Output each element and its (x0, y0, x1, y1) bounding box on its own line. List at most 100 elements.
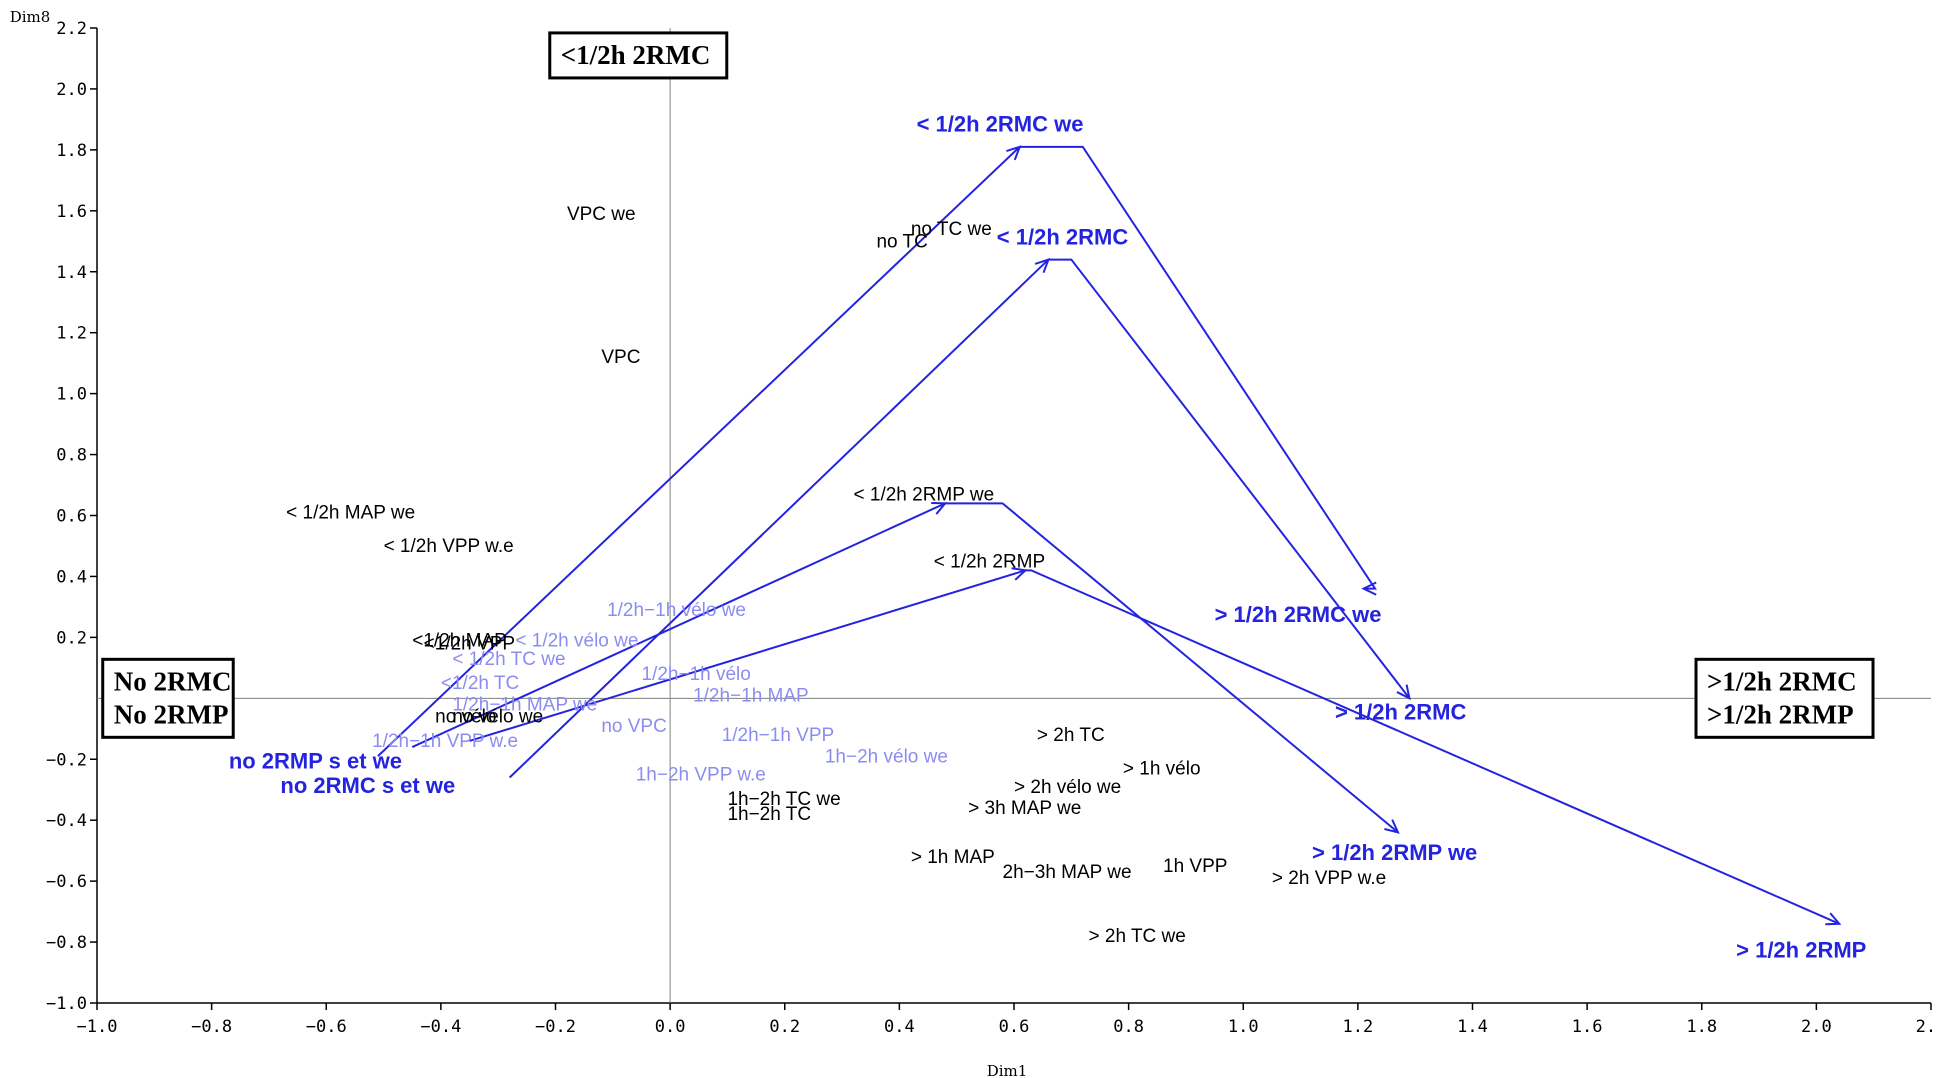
annotation-box: <1/2h 2RMC (548, 31, 729, 80)
y-axis-title: Dim8 (10, 8, 51, 26)
trajectory-line (377, 145, 1377, 757)
point-label: > 2h VPP w.e (1272, 868, 1386, 889)
point-label-supplementary: <1/2h TC (441, 673, 519, 694)
point-label-2rm: < 1/2h 2RMC we (917, 112, 1084, 137)
point-label-2rm: > 1/2h 2RMC (1335, 700, 1467, 725)
y-tick-label: −1.0 (46, 994, 87, 1014)
point-label: no TC (876, 231, 927, 252)
point-label: <1/2h MAP (412, 631, 507, 652)
x-axis-ticks: −1.0 −0.8 −0.6 −0.4 −0.2 0.0 0.2 0.4 0.6 0.8 1.0 1.… (77, 1003, 1937, 1037)
y-tick-label: −0.4 (46, 811, 87, 831)
trajectory-line (411, 502, 1399, 834)
annotation-box-text: >1/2h 2RMC (1707, 666, 1857, 696)
point-label-2rm: > 1/2h 2RMP we (1312, 840, 1477, 865)
point-label: VPC (601, 347, 640, 368)
x-tick-label: 0.4 (884, 1017, 915, 1037)
y-tick-label: 0.2 (56, 628, 87, 648)
point-label: > 3h MAP we (968, 798, 1081, 819)
trajectory-line (508, 258, 1411, 779)
x-tick-label: −0.8 (191, 1017, 232, 1037)
point-label-supplementary: 1/2h−1h MAP we (452, 695, 597, 716)
y-tick-label: 1.4 (56, 263, 87, 283)
annotation-box-text: No 2RMC (114, 666, 232, 696)
point-label: VPC we (567, 204, 636, 225)
y-tick-label: −0.8 (46, 933, 87, 953)
y-tick-label: 1.8 (56, 141, 87, 161)
y-axis-ticks: −1.0 −0.8 −0.6 −0.4 −0.2 0.2 0.4 0.6 0.8 1.0 1.2 1.… (46, 19, 97, 1014)
point-label-supplementary: < 1/2h vélo we (515, 631, 638, 652)
trajectory-arrows (377, 145, 1842, 926)
point-label-supplementary: 1h−2h vélo we (825, 746, 948, 767)
point-label: > 1h MAP (911, 847, 995, 868)
point-label: 2h−3h MAP we (1003, 862, 1132, 883)
y-tick-label: 0.6 (56, 507, 87, 527)
point-label: <1/2h VPP (424, 634, 515, 655)
x-tick-label: 2.0 (1801, 1017, 1832, 1037)
arrow-head (1011, 567, 1028, 581)
x-tick-label: 1.0 (1228, 1017, 1259, 1037)
annotation-box-border (1694, 657, 1875, 739)
point-label-2rm: no 2RMC s et we (280, 773, 455, 798)
point-label-supplementary: 1/2h−1h VPP w.e (372, 731, 518, 752)
point-label: > 2h TC (1037, 725, 1105, 746)
trajectory-line (469, 569, 1840, 925)
arrow-head (1006, 145, 1022, 161)
point-label: 1h−2h TC (727, 804, 811, 825)
x-tick-label: 2.2 (1916, 1017, 1937, 1037)
point-label: < 1/2h 2RMP we (854, 484, 995, 505)
y-tick-label: 2.0 (56, 80, 87, 100)
y-tick-label: 1.6 (56, 202, 87, 222)
annotation-box-text: <1/2h 2RMC (561, 40, 711, 70)
point-label-2rm: no 2RMP s et we (229, 748, 402, 773)
arrow-head (1384, 819, 1400, 834)
point-label-2rm: > 1/2h 2RMP (1736, 937, 1866, 962)
y-tick-label: 1.2 (56, 324, 87, 344)
annotation-box-border (101, 657, 235, 739)
annotation-box-text: No 2RMP (114, 699, 229, 729)
arrow-head (931, 502, 948, 515)
annotation-box: >1/2h 2RMC>1/2h 2RMP (1694, 657, 1875, 739)
point-label-supplementary: 1/2h−1h MAP (693, 685, 809, 706)
y-tick-label: 2.2 (56, 19, 87, 39)
point-label: no vélo we (452, 707, 543, 728)
point-label-2rm: < 1/2h 2RMC (997, 224, 1129, 249)
x-tick-label: 0.8 (1113, 1017, 1144, 1037)
point-label-2rm: > 1/2h 2RMC we (1215, 602, 1382, 627)
point-label: > 2h TC we (1089, 926, 1186, 947)
x-tick-label: 0.6 (999, 1017, 1030, 1037)
point-label: no TC we (911, 219, 992, 240)
arrow-head (1361, 581, 1377, 596)
point-labels: 1/2h−1h vélo we < 1/2h vélo we< 1/2h TC w… (229, 112, 1867, 963)
y-tick-label: 0.8 (56, 446, 87, 466)
point-label: 1h−2h TC we (727, 789, 840, 810)
y-tick-label: −0.6 (46, 872, 87, 892)
arrow-head (1034, 257, 1051, 274)
point-label: 1h VPP (1163, 856, 1227, 877)
x-tick-label: 0.0 (655, 1017, 686, 1037)
x-tick-label: −1.0 (77, 1017, 118, 1037)
y-tick-label: 0.4 (56, 567, 87, 587)
point-label-supplementary: no VPC (601, 716, 666, 737)
x-axis-title: Dim1 (987, 1062, 1028, 1078)
point-label: no vélo (435, 707, 496, 728)
x-tick-label: 1.6 (1572, 1017, 1603, 1037)
point-label: > 2h vélo we (1014, 777, 1121, 798)
point-label-supplementary: 1/2h−1h VPP (722, 725, 835, 746)
arrow-head (1825, 912, 1842, 926)
y-tick-label: 1.0 (56, 385, 87, 405)
arrow-head (1396, 684, 1411, 701)
x-tick-label: −0.4 (420, 1017, 461, 1037)
point-label-supplementary: 1/2h−1h vélo we (607, 600, 746, 621)
reference-lines (97, 28, 1931, 1003)
annotation-box-text: >1/2h 2RMP (1707, 699, 1854, 729)
x-tick-label: 0.2 (769, 1017, 800, 1037)
point-label: < 1/2h 2RMP (934, 551, 1045, 572)
x-tick-label: 1.4 (1457, 1017, 1488, 1037)
point-label: < 1/2h VPP w.e (384, 536, 514, 557)
point-label-supplementary: 1/2h−1h vélo (641, 664, 750, 685)
x-tick-label: −0.6 (306, 1017, 347, 1037)
point-label: < 1/2h MAP we (286, 503, 415, 524)
point-label-supplementary: < 1/2h TC we (452, 649, 565, 670)
